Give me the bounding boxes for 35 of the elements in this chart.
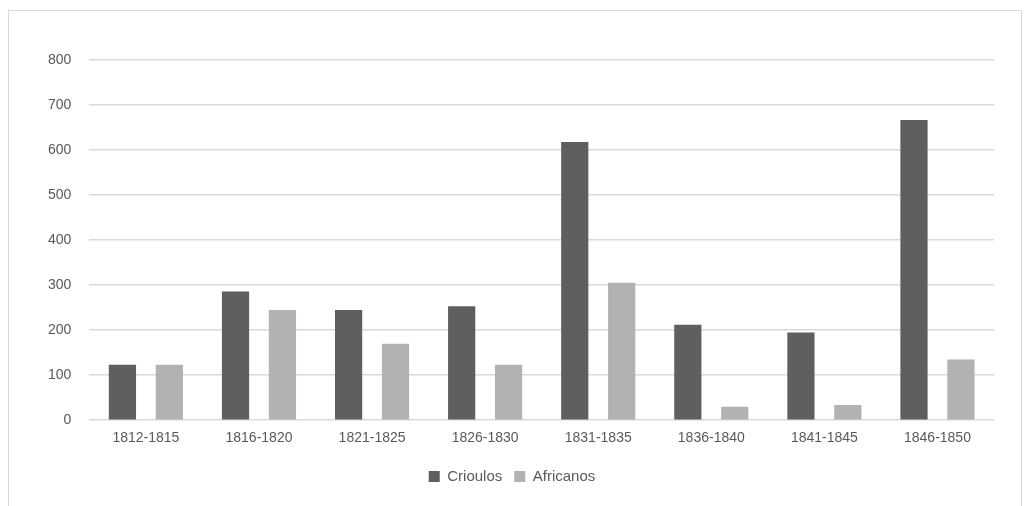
bar [608,282,636,420]
bar [947,359,975,420]
y-tick-label: 800 [48,50,72,67]
y-tick-label: 200 [48,321,72,338]
bar [494,364,523,420]
y-tick-label: 0 [63,411,72,428]
y-tick-label: 600 [48,140,72,157]
x-tick-label: 1826-1830 [451,429,519,446]
bar [268,309,297,420]
bar [834,404,862,420]
x-tick-label: 1841-1845 [790,429,859,446]
x-tick-label: 1836-1840 [677,429,745,446]
bar [561,141,589,420]
legend-label: Crioulos [447,466,503,484]
x-tick-label: 1816-1820 [225,429,293,446]
y-tick-label: 100 [48,366,72,383]
bar [155,364,183,420]
x-tick-label: 1821-1825 [338,429,406,446]
bar [674,324,702,420]
legend-label: Africanos [532,466,596,484]
bar [108,364,137,420]
y-tick-label: 400 [48,230,72,247]
y-tick-label: 700 [48,95,72,112]
bar [721,406,749,420]
x-tick-label: 1846-1850 [903,429,972,446]
bar [448,306,476,420]
bar [221,291,250,420]
x-tick-label: 1831-1835 [564,429,632,446]
y-tick-label: 500 [48,185,72,202]
bar [381,343,410,420]
x-tick-label: 1812-1815 [112,429,180,446]
bar [787,332,815,420]
bar [900,119,928,420]
y-tick-label: 300 [48,275,72,292]
bar [334,309,363,420]
